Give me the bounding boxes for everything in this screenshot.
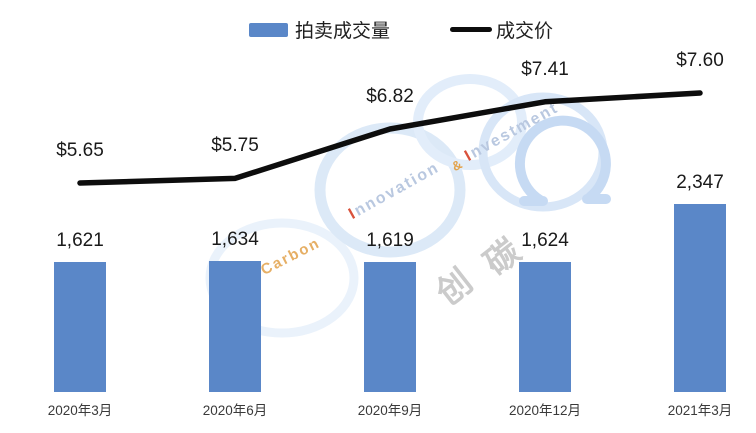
bar-value-label: 1,619	[366, 230, 414, 251]
bar-value-label: 1,634	[211, 229, 259, 250]
bar-2	[209, 261, 261, 392]
x-axis-label: 2021年3月	[667, 403, 733, 418]
price-value-label: $5.65	[56, 140, 104, 162]
bar-4	[519, 262, 571, 392]
bar-value-label: 1,624	[521, 230, 569, 251]
bar-3	[364, 262, 416, 392]
bar-1	[54, 262, 106, 392]
x-axis-label: 2020年3月	[47, 403, 113, 418]
legend-price-label: 成交价	[496, 21, 554, 42]
price-value-label: $7.60	[676, 50, 724, 72]
legend-item-volume: 拍卖成交量	[249, 16, 390, 43]
legend-volume-label: 拍卖成交量	[295, 21, 391, 42]
price-value-label: $7.41	[521, 58, 569, 80]
x-axis-label: 2020年12月	[508, 403, 582, 418]
bar-value-label: 1,621	[56, 230, 104, 251]
price-value-label: $5.75	[211, 135, 259, 157]
bar-value-label: 2,347	[676, 172, 724, 193]
price-value-label: $6.82	[366, 86, 414, 108]
x-axis-label: 2020年6月	[202, 403, 268, 418]
bar-5	[674, 204, 726, 392]
legend-item-price: 成交价	[450, 16, 553, 43]
bar-series-swatch	[249, 22, 288, 37]
x-axis-label: 2020年9月	[357, 403, 423, 418]
line-series-swatch	[450, 27, 493, 32]
legend: 拍卖成交量 成交价	[249, 16, 553, 43]
